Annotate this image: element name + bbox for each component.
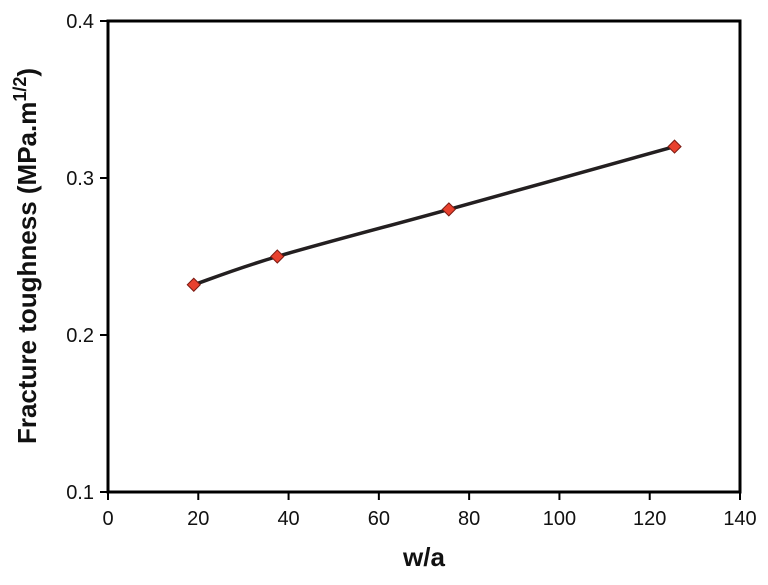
data-point-marker [270,249,285,264]
x-tick-label: 120 [633,508,666,530]
data-point-marker [441,202,457,217]
x-axis-title: w/a [402,542,445,572]
data-point-marker [186,277,201,292]
x-tick-label: 140 [723,508,756,530]
series-layer [186,139,682,292]
plot-area [106,19,742,494]
y-axis-title-superscript: 1/2 [10,77,30,102]
x-tick-label: 40 [277,508,299,530]
y-axis-title-main: Fracture toughness (MPa.m [12,102,42,444]
data-point-marker [667,139,682,154]
x-tick-label: 60 [368,508,390,530]
y-axis-title: Fracture toughness (MPa.m1/2) [10,68,42,444]
y-axis-ticks: 0.1 0.2 0.3 0.4 [66,11,108,504]
series-line [193,144,676,287]
x-tick-label: 100 [543,508,576,530]
x-tick-label: 20 [187,508,209,530]
y-tick-label: 0.3 [66,168,94,190]
x-axis-ticks: 0 20 40 60 80 100 120 140 [102,492,757,530]
y-tick-label: 0.2 [66,325,94,347]
y-axis-title-end: ) [12,68,42,77]
x-tick-label: 80 [458,508,480,530]
x-tick-label: 0 [102,508,113,530]
y-tick-label: 0.4 [66,11,94,33]
y-tick-label: 0.1 [66,482,94,504]
